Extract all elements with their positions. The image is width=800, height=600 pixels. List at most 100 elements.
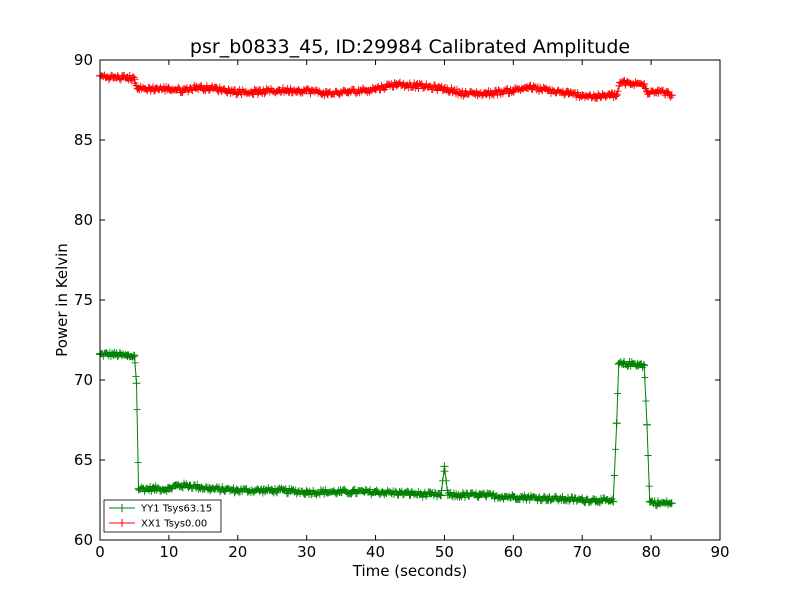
series-0-point-28 xyxy=(619,360,628,368)
series-0-point-13 xyxy=(302,488,311,496)
legend-marker-0 xyxy=(118,504,126,512)
series-1-point-19 xyxy=(440,84,449,93)
x-tick-label-8: 80 xyxy=(642,543,661,561)
x-tick-label-9: 90 xyxy=(710,543,729,561)
legend-box xyxy=(103,499,222,533)
series-1-point-23 xyxy=(523,83,532,92)
series-0-point-20 xyxy=(474,491,483,500)
series-1-point-26 xyxy=(578,91,587,100)
series-1-point-16 xyxy=(371,84,380,93)
series-1-point-20 xyxy=(461,89,470,98)
series-0-point-7 xyxy=(164,484,173,493)
series-1-point-34 xyxy=(654,86,662,95)
x-tick-label-3: 30 xyxy=(297,543,316,561)
series-0-point-11 xyxy=(233,486,242,495)
x-tick-label-0: 0 xyxy=(95,543,105,561)
x-tick-label-2: 20 xyxy=(228,543,247,561)
series-0-point-14 xyxy=(337,488,346,496)
series-0-point-4 xyxy=(132,379,141,388)
series-0-point-10 xyxy=(206,484,215,493)
series-0-point-33 xyxy=(654,499,662,508)
y-tick-label-3: 75 xyxy=(74,291,93,309)
legend-label-0: YY1 Tsys63.15 xyxy=(140,504,212,515)
series-1-point-15 xyxy=(344,88,352,96)
x-tick-label-1: 10 xyxy=(159,543,178,561)
series-0-point-21 xyxy=(509,492,518,501)
x-tick-label-4: 40 xyxy=(366,543,385,561)
series-1-point-21 xyxy=(481,89,490,98)
legend-marker-1 xyxy=(118,519,126,527)
y-axis-label: Power in Kelvin xyxy=(53,243,71,357)
series-0-point-23 xyxy=(578,496,587,504)
series-0-point-8 xyxy=(171,481,180,490)
axis-ticks: 0 10 20 30 40 50 60 70 80 90 60 65 70 75 80 85 90 xyxy=(74,51,730,561)
x-tick-label-7: 70 xyxy=(573,543,592,561)
series-0-point-24 xyxy=(592,496,600,504)
series-1-point-25 xyxy=(564,89,573,98)
y-tick-label-0: 60 xyxy=(74,531,93,549)
series-1-point-17 xyxy=(392,80,401,88)
y-tick-label-2: 70 xyxy=(74,371,93,389)
plot-frame xyxy=(99,59,721,541)
series-1-point-11 xyxy=(254,88,263,96)
series-0-point-15 xyxy=(371,488,380,496)
y-tick-label-4: 80 xyxy=(74,211,93,229)
series-0-point-9 xyxy=(185,481,194,490)
series-1-point-18 xyxy=(412,81,421,90)
series-0-point-12 xyxy=(268,486,277,495)
series-1-point-5 xyxy=(151,84,160,93)
y-tick-label-1: 65 xyxy=(74,451,93,469)
series-0-point-1 xyxy=(109,350,118,359)
series-0-point-32 xyxy=(645,497,654,506)
series-1-point-1 xyxy=(109,73,118,82)
series-1-point-35 xyxy=(667,91,676,100)
y-tick-label-5: 85 xyxy=(74,131,93,149)
series-0-point-6 xyxy=(151,484,160,493)
plot-area xyxy=(100,60,720,540)
series-1-point-28 xyxy=(605,91,614,100)
series-1 xyxy=(96,71,676,102)
series-1-point-6 xyxy=(164,84,173,93)
series-1-point-29 xyxy=(612,91,621,100)
series-1-point-3 xyxy=(130,75,139,84)
x-tick-label-6: 60 xyxy=(504,543,523,561)
series-layer xyxy=(96,71,676,510)
series-1-point-22 xyxy=(509,86,518,95)
y-tick-label-6: 90 xyxy=(74,51,93,69)
series-0-point-22 xyxy=(543,494,552,503)
series-1-point-12 xyxy=(275,86,284,95)
series-1-point-8 xyxy=(192,83,201,92)
series-1-point-30 xyxy=(616,78,625,87)
legend-label-1: XX1 Tsys0.00 xyxy=(141,519,207,530)
series-1-point-24 xyxy=(543,86,552,95)
series-1-point-13 xyxy=(302,86,311,95)
series-1-point-7 xyxy=(178,86,187,95)
series-0-point-30 xyxy=(640,361,649,370)
series-0 xyxy=(96,348,676,510)
chart-title: psr_b0833_45, ID:29984 Calibrated Amplit… xyxy=(190,36,630,58)
series-1-point-10 xyxy=(233,88,242,96)
series-1-point-4 xyxy=(133,84,142,93)
series-0-point-19 xyxy=(443,491,452,500)
series-0-point-5 xyxy=(134,484,143,493)
series-1-point-27 xyxy=(592,92,600,101)
series-0-point-25 xyxy=(609,497,618,506)
series-0-point-3 xyxy=(130,352,139,360)
series-1-point-2 xyxy=(123,73,132,82)
series-1-point-9 xyxy=(213,84,222,93)
series-0-point-34 xyxy=(667,499,676,508)
series-1-point-14 xyxy=(323,89,332,98)
series-1-point-32 xyxy=(640,80,649,88)
series-0-point-18 xyxy=(440,462,449,471)
series-0-point-29 xyxy=(633,360,642,368)
x-tick-label-5: 50 xyxy=(435,543,454,561)
legend: YY1 Tsys63.15 XX1 Tsys0.00 xyxy=(103,499,222,533)
series-0-point-26 xyxy=(612,419,621,428)
series-0-point-16 xyxy=(406,489,414,498)
x-axis-label: Time (seconds) xyxy=(352,562,468,580)
series-0-point-17 xyxy=(437,491,445,500)
series-0-point-2 xyxy=(123,352,132,360)
series-1-point-31 xyxy=(626,80,635,88)
series-0-point-31 xyxy=(642,420,651,429)
